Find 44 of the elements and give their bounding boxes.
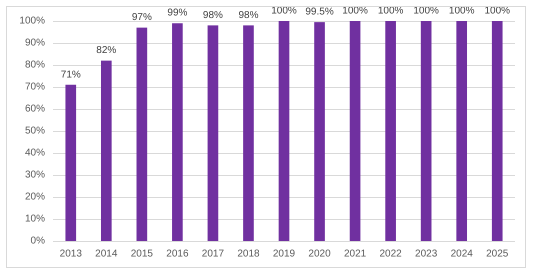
data-label: 98% [202,10,224,21]
data-label: 71% [60,69,81,80]
x-tick-label: 2018 [237,248,260,260]
x-tick-label: 2023 [415,248,438,260]
bar [208,25,218,241]
y-tick-label: 50% [24,126,46,136]
bar [314,22,325,241]
x-tick-label: 2021 [344,248,367,260]
data-label: 99% [167,8,188,19]
data-label: 82% [96,45,116,56]
data-label: 98% [238,10,259,21]
bar [492,21,503,241]
y-tick-label: 30% [24,170,46,180]
bar [65,84,76,241]
x-tick-label: 2013 [60,248,82,260]
x-tick-label: 2015 [130,248,154,260]
x-tick-label: 2014 [95,248,118,260]
x-tick-label: 2017 [202,248,224,260]
data-label: 97% [132,12,152,24]
x-tick-label: 2016 [166,248,189,260]
bar [243,25,254,241]
data-label: 99.5% [305,6,334,18]
x-tick-label: 2019 [272,248,296,260]
y-tick-label: 90% [24,38,46,48]
x-tick-label: 2020 [308,248,332,260]
y-tick-label: 70% [24,82,46,92]
x-tick-label: 2024 [450,248,474,260]
y-tick-label: 10% [24,214,46,224]
x-tick-label: 2025 [486,248,509,260]
bar [278,21,290,241]
y-tick-label: 40% [24,148,46,158]
y-tick-label: 60% [24,104,46,114]
y-tick-label: 80% [24,60,46,70]
bar [350,21,360,241]
y-tick-label: 0% [30,236,46,246]
bar [172,23,183,241]
bar [136,28,148,241]
x-tick-label: 2022 [379,248,402,260]
bar [100,60,112,241]
bar [456,21,468,241]
bar [385,21,396,241]
bar [420,21,432,241]
y-tick-label: 20% [24,192,46,202]
y-tick-label: 100% [19,16,46,26]
